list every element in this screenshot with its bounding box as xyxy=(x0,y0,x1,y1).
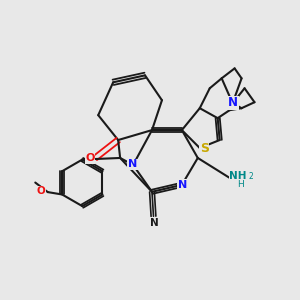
Text: H: H xyxy=(237,180,244,189)
Text: O: O xyxy=(85,153,94,163)
Text: N: N xyxy=(128,159,137,169)
Text: O: O xyxy=(37,186,46,196)
Text: N: N xyxy=(228,96,238,109)
Text: 2: 2 xyxy=(248,172,253,181)
Text: N: N xyxy=(178,180,187,190)
Text: NH: NH xyxy=(229,171,247,182)
Text: N: N xyxy=(150,218,158,228)
Text: S: S xyxy=(200,142,209,154)
